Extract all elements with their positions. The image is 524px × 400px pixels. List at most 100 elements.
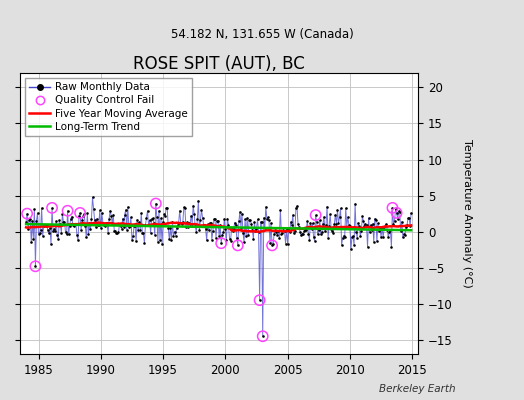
Point xyxy=(91,224,100,230)
Point xyxy=(223,216,232,222)
Point xyxy=(358,213,367,220)
Point xyxy=(41,222,50,229)
Point xyxy=(169,233,178,239)
Point xyxy=(122,206,130,213)
Point xyxy=(258,333,267,340)
Point xyxy=(174,219,183,226)
Point xyxy=(43,227,52,234)
Point xyxy=(132,238,140,244)
Point xyxy=(56,221,64,228)
Point xyxy=(88,215,96,222)
Point xyxy=(105,216,113,222)
Point xyxy=(272,228,280,235)
Point xyxy=(321,228,329,234)
Point xyxy=(380,226,388,232)
Point xyxy=(373,238,381,244)
Point xyxy=(38,233,47,239)
Point xyxy=(312,219,321,226)
Point xyxy=(97,210,106,216)
Point xyxy=(117,225,126,232)
Point xyxy=(402,224,410,230)
Point xyxy=(100,222,108,228)
Point xyxy=(337,242,346,248)
Point xyxy=(149,220,158,226)
Point xyxy=(313,231,322,238)
Point xyxy=(357,228,366,234)
Point xyxy=(370,216,379,222)
Point xyxy=(394,216,402,223)
Point xyxy=(252,228,260,234)
Point xyxy=(115,221,124,228)
Point xyxy=(281,240,290,247)
Point xyxy=(335,214,344,220)
Point xyxy=(24,226,32,232)
Point xyxy=(362,222,370,228)
Point xyxy=(227,226,236,232)
Point xyxy=(45,230,53,236)
Point xyxy=(137,210,146,216)
Point xyxy=(308,220,316,226)
Point xyxy=(234,242,242,248)
Point xyxy=(31,263,40,270)
Point xyxy=(381,223,389,229)
Point xyxy=(69,222,77,228)
Point xyxy=(141,222,150,228)
Point xyxy=(214,218,222,224)
Point xyxy=(386,227,395,234)
Point xyxy=(239,230,247,236)
Point xyxy=(392,210,401,216)
Point xyxy=(101,222,109,229)
Text: 54.182 N, 131.655 W (Canada): 54.182 N, 131.655 W (Canada) xyxy=(171,28,353,41)
Point xyxy=(275,235,283,241)
Point xyxy=(79,213,88,220)
Point xyxy=(249,236,258,242)
Point xyxy=(375,228,383,234)
Point xyxy=(106,208,114,214)
Point xyxy=(145,217,154,224)
Point xyxy=(32,218,41,224)
Point xyxy=(198,207,206,213)
Point xyxy=(269,241,277,247)
Point xyxy=(285,224,293,231)
Point xyxy=(148,215,157,222)
Point xyxy=(192,228,201,235)
Point xyxy=(390,217,399,224)
Point xyxy=(354,220,363,226)
Point xyxy=(296,229,304,235)
Point xyxy=(201,226,210,232)
Point xyxy=(136,226,145,233)
Point xyxy=(265,217,273,223)
Point xyxy=(86,226,95,233)
Point xyxy=(316,231,325,237)
Point xyxy=(108,220,116,226)
Point xyxy=(215,233,223,239)
Point xyxy=(28,218,37,224)
Point xyxy=(48,205,56,211)
Point xyxy=(346,223,354,230)
Point xyxy=(301,227,310,234)
Point xyxy=(300,228,309,234)
Point xyxy=(211,216,219,222)
Point xyxy=(199,214,207,221)
Point xyxy=(46,224,54,231)
Point xyxy=(118,216,127,222)
Point xyxy=(278,230,287,237)
Point xyxy=(126,222,134,229)
Point xyxy=(218,232,226,239)
Point xyxy=(139,230,148,236)
Point xyxy=(348,234,356,240)
Point xyxy=(392,210,401,216)
Point xyxy=(39,222,48,229)
Point xyxy=(99,220,107,226)
Point xyxy=(252,226,260,232)
Point xyxy=(212,234,220,241)
Point xyxy=(340,232,348,239)
Point xyxy=(62,231,71,238)
Point xyxy=(228,228,237,234)
Point xyxy=(297,232,305,238)
Point xyxy=(315,217,324,223)
Point xyxy=(77,227,85,234)
Point xyxy=(127,214,135,221)
Point xyxy=(327,226,335,232)
Point xyxy=(189,202,198,209)
